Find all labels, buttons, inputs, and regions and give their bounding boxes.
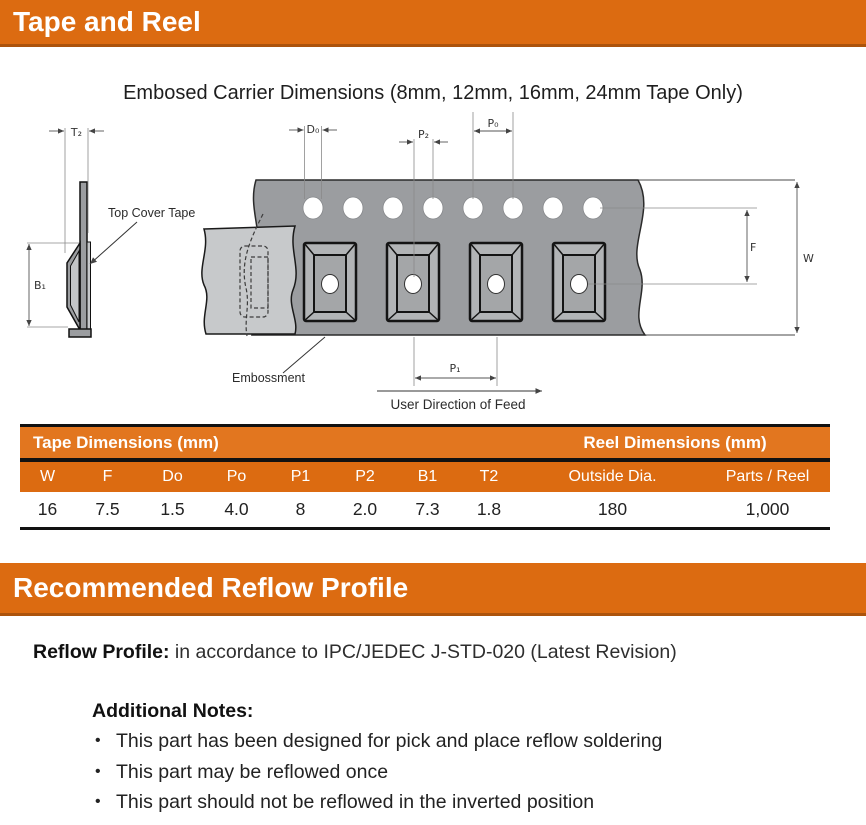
cell-parts-reel: 1,000 [745,499,790,519]
dimension-f: F [588,207,758,285]
pocket [551,241,607,323]
note-item: This part has been designed for pick and… [92,726,812,757]
cell-b1: 7.3 [415,499,440,519]
cell-p2: 2.0 [352,499,378,519]
callout-top-cover-tape: Top Cover Tape [89,206,195,265]
p0-label: P₀ [487,117,499,130]
t2-label: T₂ [70,126,82,139]
feed-direction-label: User Direction of Feed [390,397,525,412]
carrier-side-view [66,181,92,338]
pocket [468,241,524,323]
group-reel-dimensions: Reel Dimensions (mm) [583,432,767,452]
dimension-w: W [794,182,815,333]
dimension-p0: P₀ [472,112,514,199]
dimension-t2: T₂ [49,125,104,253]
section-header-reflow-profile: Recommended Reflow Profile [0,563,866,616]
notes-list: This part has been designed for pick and… [92,726,812,818]
pocket [302,241,358,323]
reflow-profile-line: Reflow Profile: in accordance to IPC/JED… [33,641,677,664]
table-top-border [20,424,830,427]
sprocket-hole [302,196,324,220]
dimensions-table: Tape Dimensions (mm) Reel Dimensions (mm… [20,424,830,530]
top-cover-tape-label: Top Cover Tape [108,206,195,220]
note-item: This part may be reflowed once [92,757,812,788]
col-header: Outside Dia. [568,468,657,485]
sprocket-hole [342,196,364,220]
col-header: Do [162,468,183,485]
col-header: T2 [479,468,499,485]
sprocket-hole [542,196,564,220]
cell-outside-dia: 180 [597,499,628,519]
sprocket-hole [502,196,524,220]
p1-label: P₁ [449,362,460,375]
pocket [385,241,441,323]
additional-notes: Additional Notes: This part has been des… [92,700,812,818]
p2-label: P₂ [418,128,429,141]
dimension-b1: B₁ [26,242,79,328]
embossment-label: Embossment [232,371,305,385]
d0-label: D₀ [307,123,320,136]
col-header: Parts / Reel [725,468,810,485]
sprocket-hole [382,196,404,220]
sprocket-hole [462,196,484,220]
group-tape-dimensions: Tape Dimensions (mm) [33,432,219,452]
col-header: P2 [355,468,375,485]
table-group-header-row: Tape Dimensions (mm) Reel Dimensions (mm… [20,427,830,458]
table-separator [20,458,830,462]
callout-embossment: Embossment [232,336,326,385]
cover-tape-piece [201,213,297,337]
col-header: P1 [290,468,311,485]
note-item: This part should not be reflowed in the … [92,787,812,818]
cell-p1: 8 [295,499,306,519]
carrier-tape-diagram: T₂ B₁ Top Cover Tape D₀ P₂ P₀ [26,112,815,412]
col-header: B1 [417,468,438,485]
dimension-d0: D₀ [289,122,337,199]
dimension-p1: P₁ [413,337,498,386]
cell-do: 1.5 [160,499,185,519]
reflow-profile-label: Reflow Profile: [33,641,170,663]
cell-f: 7.5 [95,499,120,519]
section-header-tape-and-reel: Tape and Reel [0,0,866,47]
table-column-header-row: W F Do Po P1 P2 B1 T2 Outside Dia. Parts… [20,462,830,492]
cell-t2: 1.8 [476,499,502,519]
w-label: W [803,252,814,265]
f-label: F [750,241,756,254]
feed-direction: User Direction of Feed [377,388,542,412]
sprocket-hole [422,196,444,220]
additional-notes-title: Additional Notes: [92,700,254,722]
col-header: F [102,468,113,485]
col-header: Po [226,468,247,485]
dimension-p2: P₂ [399,127,448,277]
cell-w: 16 [37,499,58,519]
table-bottom-border [20,527,830,530]
diagram-title: Embosed Carrier Dimensions (8mm, 12mm, 1… [123,82,743,104]
table-data-row: 16 7.5 1.5 4.0 8 2.0 7.3 1.8 180 1,000 [20,492,830,527]
col-header: W [39,468,56,485]
b1-label: B₁ [34,279,46,292]
cell-po: 4.0 [224,499,249,519]
reflow-profile-text: in accordance to IPC/JEDEC J-STD-020 (La… [169,641,677,663]
